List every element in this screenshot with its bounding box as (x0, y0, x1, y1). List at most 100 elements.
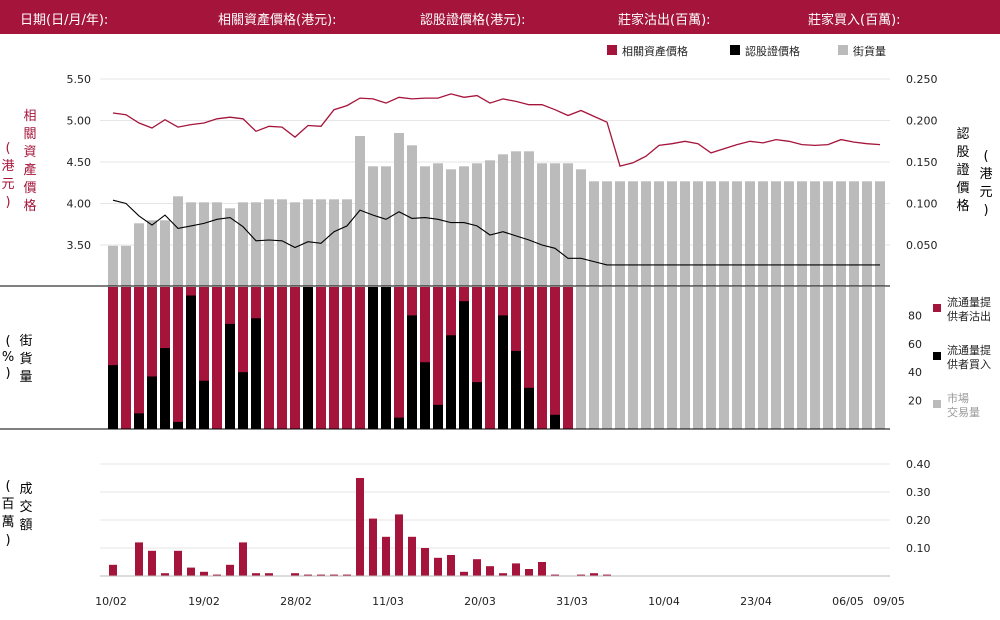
outstanding-bar (251, 202, 261, 286)
market-trade-bar (615, 287, 625, 429)
liquidity-sell-bar (121, 287, 131, 429)
svg-text:格: 格 (956, 198, 969, 214)
outstanding-bar (758, 181, 768, 286)
turnover-bar (434, 557, 442, 576)
liquidity-sell-bar (563, 287, 573, 429)
market-trade-bar (784, 287, 794, 429)
liquidity-buy-bar (472, 382, 482, 429)
liquidity-buy-bar (433, 404, 443, 429)
liquidity-sell-bar (290, 287, 300, 429)
top-legend-label: 相關資產價格 (622, 44, 688, 58)
bottom-axis-title: 成交額 (19, 482, 32, 533)
outstanding-bar (303, 199, 313, 286)
outstanding-bar (186, 202, 196, 286)
market-trade-bar (797, 287, 807, 429)
outstanding-bar (875, 181, 885, 286)
outstanding-bar (485, 160, 495, 286)
outstanding-bar (498, 154, 508, 286)
outstanding-bar (355, 136, 365, 286)
svg-text:): ) (983, 203, 988, 218)
market-trade-bar (576, 287, 586, 429)
liquidity-sell-bar (277, 287, 287, 429)
liquidity-buy-bar (550, 414, 560, 429)
market-trade-bar (654, 287, 664, 429)
market-trade-bar (719, 287, 729, 429)
outstanding-bar (173, 196, 183, 286)
mid-legend-swatch (933, 352, 941, 360)
mid-legend-label: 流通量提供者沽出 (947, 295, 991, 323)
left-axis-unit: (港元) (1, 141, 14, 210)
outstanding-bar (628, 181, 638, 286)
market-trade-bar (628, 287, 638, 429)
outstanding-bar (823, 181, 833, 286)
mid-axis-title: 街貨量 (19, 334, 32, 385)
market-trade-bar (810, 287, 820, 429)
mid-legend-swatch (933, 400, 941, 408)
svg-text:交: 交 (19, 499, 32, 515)
turnover-bar (590, 573, 598, 576)
svg-text:量: 量 (19, 370, 32, 385)
liquidity-sell-bar (433, 287, 443, 429)
liquidity-buy-bar (108, 365, 118, 429)
svg-text:): ) (5, 533, 10, 548)
liquidity-buy-bar (173, 421, 183, 429)
liquidity-sell-bar (550, 287, 560, 429)
outstanding-bar (784, 181, 794, 286)
liquidity-buy-bar (420, 362, 430, 429)
svg-text:元: 元 (979, 185, 992, 200)
liquidity-sell-bar (212, 287, 222, 429)
liquidity-buy-bar (524, 387, 534, 429)
outstanding-bar (134, 223, 144, 286)
market-trade-bar (589, 287, 599, 429)
outstanding-bar (602, 181, 612, 286)
outstanding-bar (277, 199, 287, 286)
svg-text:認: 認 (956, 126, 969, 142)
outstanding-bar (849, 181, 859, 286)
right-tick-label: 0.050 (906, 239, 938, 252)
turnover-bar (512, 563, 520, 576)
right-tick-label: 0.100 (906, 198, 938, 211)
svg-text:額: 額 (19, 518, 32, 533)
svg-text:): ) (5, 195, 10, 210)
outstanding-bar (342, 199, 352, 286)
liquidity-sell-bar (524, 287, 534, 429)
svg-text:格: 格 (23, 198, 36, 214)
liquidity-buy-bar (134, 413, 144, 429)
outstanding-bar (810, 181, 820, 286)
market-trade-bar (706, 287, 716, 429)
svg-text:萬: 萬 (1, 515, 14, 530)
outstanding-bar (407, 145, 417, 286)
svg-text:): ) (5, 366, 10, 381)
turnover-bar (421, 548, 429, 576)
market-trade-bar (732, 287, 742, 429)
outstanding-bar (537, 163, 547, 286)
left-tick-label: 5.50 (67, 73, 92, 86)
liquidity-buy-bar (199, 380, 209, 429)
svg-text:資: 資 (23, 145, 36, 160)
x-tick-label: 19/02 (188, 595, 220, 608)
x-tick-label: 11/03 (372, 595, 404, 608)
outstanding-bar (589, 181, 599, 286)
underlying-price-label: 相關資產價格(港元): (218, 13, 337, 28)
turnover-bar (265, 573, 273, 576)
turnover-bar (577, 574, 585, 576)
outstanding-bar (771, 181, 781, 286)
left-tick-label: 5.00 (67, 115, 92, 128)
turnover-bar (226, 564, 234, 576)
top-legend-label: 認股證價格 (745, 44, 800, 58)
outstanding-bar (108, 245, 118, 286)
turnover-bar (369, 518, 377, 576)
market-trade-bar (680, 287, 690, 429)
turnover-bar (161, 573, 169, 576)
liquidity-sell-bar (147, 287, 157, 429)
turnover-bar (187, 567, 195, 576)
market-trade-bar (771, 287, 781, 429)
outstanding-bar (199, 202, 209, 286)
outstanding-bar (667, 181, 677, 286)
turnover-bar (317, 574, 325, 576)
top-legend-swatch (730, 45, 740, 55)
market-trade-bar (745, 287, 755, 429)
x-tick-label: 20/03 (464, 595, 496, 608)
liquidity-buy-bar (238, 372, 248, 429)
